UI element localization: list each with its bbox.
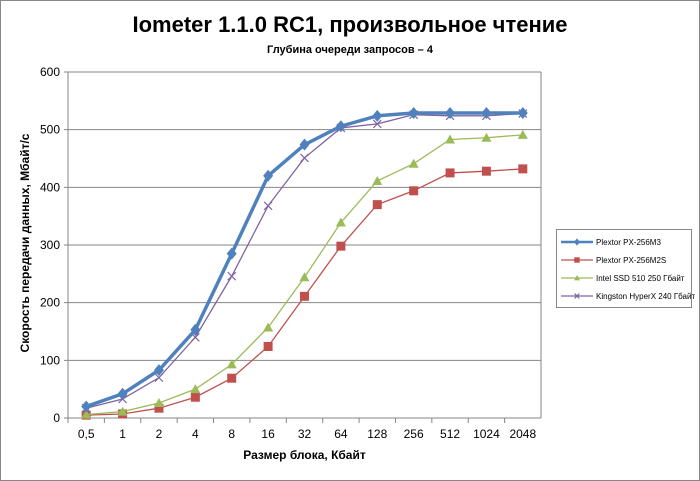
data-point xyxy=(263,322,274,332)
data-point xyxy=(408,158,419,168)
legend-marker xyxy=(574,257,580,263)
x-tick-label: 2 xyxy=(156,427,163,441)
data-point xyxy=(300,291,309,301)
data-point xyxy=(117,387,128,400)
x-tick-label: 16 xyxy=(261,427,275,441)
data-point xyxy=(117,406,128,416)
legend-item: Plextor PX-256M3 xyxy=(561,236,661,248)
series-2 xyxy=(81,129,528,419)
data-point xyxy=(481,132,492,142)
data-point xyxy=(300,153,309,163)
legend-marker xyxy=(574,293,580,299)
data-point xyxy=(445,168,455,178)
legend-label: Intel SSD 510 250 Гбайт xyxy=(596,273,685,283)
legend-marker xyxy=(574,238,580,246)
y-tick-label: 200 xyxy=(40,296,60,310)
data-point xyxy=(372,175,383,185)
legend: Plextor PX-256M3 Plextor PX-256M2S Intel S… xyxy=(556,229,695,308)
data-point xyxy=(263,341,273,351)
data-point xyxy=(408,106,419,119)
x-tick-label: 128 xyxy=(367,427,387,441)
data-point xyxy=(517,129,528,139)
data-point xyxy=(372,200,382,210)
data-point xyxy=(153,364,164,377)
x-tick-label: 4 xyxy=(192,427,199,441)
data-point xyxy=(263,201,273,211)
x-tick-label: 512 xyxy=(440,427,460,441)
y-tick-label: 300 xyxy=(40,238,60,252)
legend-marker xyxy=(574,275,580,281)
data-point xyxy=(409,186,419,196)
x-tick-label: 8 xyxy=(228,427,235,441)
legend-item: Plextor PX-256M2S xyxy=(561,254,666,266)
data-point xyxy=(226,359,237,369)
series-0 xyxy=(81,106,528,413)
legend-swatch xyxy=(561,257,593,263)
data-point xyxy=(481,106,492,119)
legend-item: Kingston HyperX 240 Гбайт xyxy=(561,290,695,302)
y-tick-label: 500 xyxy=(40,123,60,137)
series-line xyxy=(85,111,523,409)
legend-swatch xyxy=(561,275,593,281)
legend-swatch xyxy=(561,293,593,299)
data-point xyxy=(154,373,164,383)
x-tick-label: 64 xyxy=(334,427,348,441)
data-point xyxy=(299,272,310,282)
data-point xyxy=(372,109,383,122)
x-tick-label: 1024 xyxy=(473,427,500,441)
data-point xyxy=(299,138,310,151)
y-tick-label: 0 xyxy=(53,411,60,425)
data-point xyxy=(372,119,382,129)
data-point xyxy=(445,106,456,119)
data-point xyxy=(263,169,274,182)
data-point xyxy=(153,398,164,408)
data-point xyxy=(518,164,528,174)
data-point xyxy=(81,409,92,419)
data-point xyxy=(227,271,237,281)
data-point xyxy=(190,384,201,394)
legend-item: Intel SSD 510 250 Гбайт xyxy=(561,272,684,284)
data-point xyxy=(154,403,164,413)
legend-swatch xyxy=(561,238,593,246)
data-point xyxy=(517,106,528,119)
series-3 xyxy=(81,109,528,413)
data-point xyxy=(481,166,491,176)
data-point xyxy=(190,323,201,336)
x-tick-label: 0,5 xyxy=(78,427,95,441)
series-1 xyxy=(81,164,528,420)
data-point xyxy=(227,373,237,383)
legend-label: Plextor PX-256M2S xyxy=(596,255,667,265)
x-tick-label: 32 xyxy=(298,427,312,441)
data-point xyxy=(445,134,456,144)
data-point xyxy=(226,247,237,260)
x-tick-label: 1 xyxy=(119,427,126,441)
chart-title: Iometer 1.1.0 RC1, произвольное чтение xyxy=(132,12,568,37)
x-axis-label: Размер блока, Кбайт xyxy=(243,448,366,462)
x-tick-label: 256 xyxy=(404,427,424,441)
data-point xyxy=(190,392,200,402)
y-tick-label: 600 xyxy=(40,65,60,79)
y-tick-label: 100 xyxy=(40,353,60,367)
data-point xyxy=(335,120,346,133)
data-point xyxy=(81,400,92,413)
x-tick-label: 2048 xyxy=(509,427,536,441)
legend-label: Plextor PX-256M3 xyxy=(596,237,661,247)
y-tick-label: 400 xyxy=(40,180,60,194)
chart-subtitle: Глубина очереди запросов – 4 xyxy=(267,44,433,56)
data-point xyxy=(335,217,346,227)
legend-label: Kingston HyperX 240 Гбайт xyxy=(596,291,696,301)
data-point xyxy=(336,241,346,251)
